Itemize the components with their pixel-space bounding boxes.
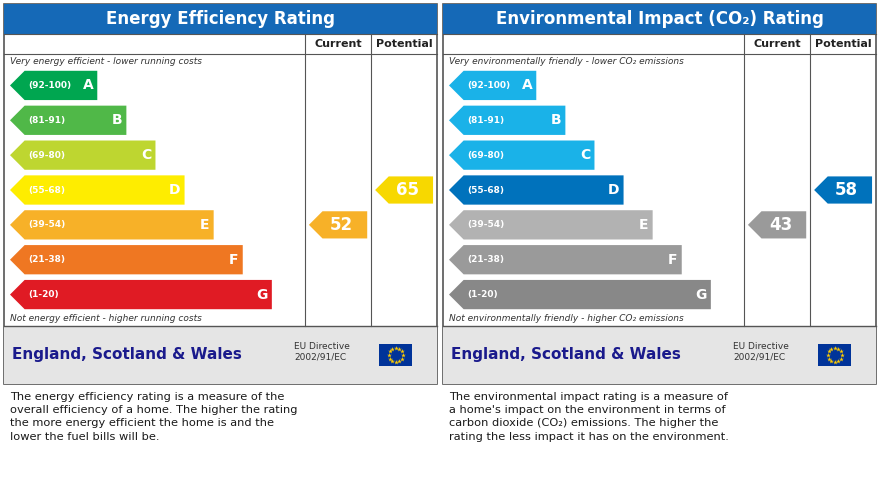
Bar bbox=[443, 4, 876, 384]
Text: E: E bbox=[639, 218, 649, 232]
Text: B: B bbox=[551, 113, 561, 127]
Text: The energy efficiency rating is a measure of the
overall efficiency of a home. T: The energy efficiency rating is a measur… bbox=[10, 392, 297, 442]
Text: England, Scotland & Wales: England, Scotland & Wales bbox=[12, 348, 242, 362]
Polygon shape bbox=[814, 176, 872, 204]
Text: G: G bbox=[695, 287, 707, 302]
Text: C: C bbox=[141, 148, 151, 162]
Polygon shape bbox=[449, 210, 653, 240]
Text: Energy Efficiency Rating: Energy Efficiency Rating bbox=[106, 10, 335, 28]
Text: A: A bbox=[522, 78, 532, 92]
Polygon shape bbox=[10, 176, 185, 205]
Text: (1-20): (1-20) bbox=[467, 290, 498, 299]
Polygon shape bbox=[10, 141, 156, 170]
Bar bbox=[4, 4, 437, 34]
Polygon shape bbox=[10, 106, 127, 135]
Text: Current: Current bbox=[314, 39, 362, 49]
Text: Potential: Potential bbox=[815, 39, 871, 49]
Text: 52: 52 bbox=[330, 216, 353, 234]
Text: Environmental Impact (CO₂) Rating: Environmental Impact (CO₂) Rating bbox=[495, 10, 824, 28]
Bar bbox=[4, 326, 437, 384]
Text: 58: 58 bbox=[835, 181, 858, 199]
Text: The environmental impact rating is a measure of
a home's impact on the environme: The environmental impact rating is a mea… bbox=[449, 392, 729, 442]
Text: F: F bbox=[230, 253, 238, 267]
Text: (81-91): (81-91) bbox=[467, 116, 505, 125]
Text: (92-100): (92-100) bbox=[467, 81, 510, 90]
Polygon shape bbox=[449, 176, 624, 205]
Text: (55-68): (55-68) bbox=[29, 185, 66, 195]
Text: Potential: Potential bbox=[376, 39, 432, 49]
Text: F: F bbox=[668, 253, 678, 267]
Bar bbox=[379, 344, 413, 366]
Text: Not environmentally friendly - higher CO₂ emissions: Not environmentally friendly - higher CO… bbox=[449, 314, 684, 323]
Text: A: A bbox=[83, 78, 93, 92]
Text: E: E bbox=[200, 218, 209, 232]
Text: Not energy efficient - higher running costs: Not energy efficient - higher running co… bbox=[10, 314, 202, 323]
Text: D: D bbox=[608, 183, 620, 197]
Text: 65: 65 bbox=[396, 181, 419, 199]
Text: EU Directive
2002/91/EC: EU Directive 2002/91/EC bbox=[733, 343, 789, 362]
Polygon shape bbox=[449, 71, 536, 100]
Text: (69-80): (69-80) bbox=[467, 151, 504, 160]
Polygon shape bbox=[449, 106, 565, 135]
Text: (21-38): (21-38) bbox=[29, 255, 66, 264]
Bar bbox=[443, 326, 876, 384]
Text: Very environmentally friendly - lower CO₂ emissions: Very environmentally friendly - lower CO… bbox=[449, 57, 684, 66]
Text: England, Scotland & Wales: England, Scotland & Wales bbox=[451, 348, 681, 362]
Polygon shape bbox=[10, 280, 272, 309]
Text: B: B bbox=[112, 113, 122, 127]
Text: (81-91): (81-91) bbox=[29, 116, 66, 125]
Text: 43: 43 bbox=[769, 216, 792, 234]
Text: EU Directive
2002/91/EC: EU Directive 2002/91/EC bbox=[294, 343, 350, 362]
Polygon shape bbox=[449, 141, 595, 170]
Bar bbox=[443, 4, 876, 34]
Text: (1-20): (1-20) bbox=[29, 290, 59, 299]
Text: G: G bbox=[256, 287, 268, 302]
Polygon shape bbox=[449, 280, 711, 309]
Text: (55-68): (55-68) bbox=[467, 185, 504, 195]
Polygon shape bbox=[10, 71, 98, 100]
Text: (39-54): (39-54) bbox=[29, 220, 66, 229]
Bar bbox=[818, 344, 851, 366]
Polygon shape bbox=[748, 211, 806, 239]
Polygon shape bbox=[309, 211, 367, 239]
Text: (39-54): (39-54) bbox=[467, 220, 505, 229]
Polygon shape bbox=[375, 176, 433, 204]
Text: Very energy efficient - lower running costs: Very energy efficient - lower running co… bbox=[10, 57, 202, 66]
Text: Current: Current bbox=[753, 39, 801, 49]
Text: (92-100): (92-100) bbox=[29, 81, 72, 90]
Bar bbox=[4, 4, 437, 384]
Polygon shape bbox=[10, 245, 243, 274]
Text: C: C bbox=[580, 148, 590, 162]
Text: (69-80): (69-80) bbox=[29, 151, 66, 160]
Polygon shape bbox=[449, 245, 682, 274]
Text: D: D bbox=[169, 183, 180, 197]
Polygon shape bbox=[10, 210, 214, 240]
Text: (21-38): (21-38) bbox=[467, 255, 504, 264]
